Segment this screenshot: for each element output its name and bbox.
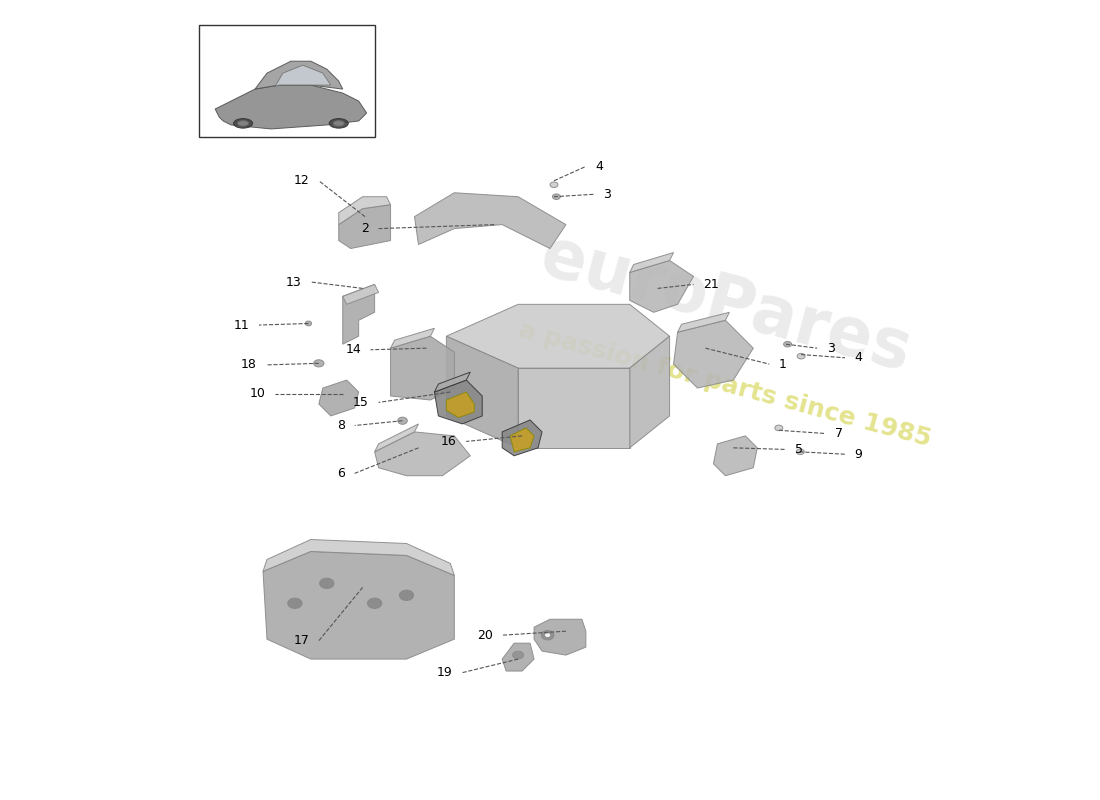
Text: euroPares: euroPares xyxy=(532,223,918,386)
Polygon shape xyxy=(629,261,693,312)
Text: 6: 6 xyxy=(338,467,345,480)
Polygon shape xyxy=(678,312,729,332)
Ellipse shape xyxy=(367,598,382,609)
Ellipse shape xyxy=(329,118,349,128)
Text: 4: 4 xyxy=(595,160,603,173)
Text: 9: 9 xyxy=(855,448,862,461)
Polygon shape xyxy=(535,619,586,655)
Text: 15: 15 xyxy=(353,396,369,409)
Polygon shape xyxy=(447,392,474,418)
Ellipse shape xyxy=(796,449,804,454)
Ellipse shape xyxy=(513,651,524,659)
Polygon shape xyxy=(343,285,378,304)
Polygon shape xyxy=(275,65,331,86)
Polygon shape xyxy=(339,205,390,249)
Polygon shape xyxy=(263,551,454,659)
Ellipse shape xyxy=(238,121,249,126)
Polygon shape xyxy=(503,420,542,456)
Polygon shape xyxy=(216,85,366,129)
Polygon shape xyxy=(375,424,418,452)
Ellipse shape xyxy=(314,360,324,367)
Ellipse shape xyxy=(288,598,302,609)
Ellipse shape xyxy=(774,425,783,430)
Text: 10: 10 xyxy=(250,387,265,400)
Text: 19: 19 xyxy=(437,666,453,679)
Polygon shape xyxy=(263,539,454,575)
Ellipse shape xyxy=(550,182,558,187)
Polygon shape xyxy=(503,643,535,671)
Text: 20: 20 xyxy=(476,629,493,642)
Polygon shape xyxy=(518,368,629,448)
Ellipse shape xyxy=(552,194,560,199)
Polygon shape xyxy=(390,328,435,348)
Text: 7: 7 xyxy=(835,427,843,440)
Text: 12: 12 xyxy=(294,174,309,187)
Polygon shape xyxy=(390,336,454,400)
Text: 18: 18 xyxy=(241,358,256,371)
Ellipse shape xyxy=(541,630,554,640)
Polygon shape xyxy=(434,372,471,392)
Ellipse shape xyxy=(233,118,253,128)
Polygon shape xyxy=(510,428,535,452)
Ellipse shape xyxy=(399,590,414,601)
Polygon shape xyxy=(339,197,390,225)
Polygon shape xyxy=(447,336,518,448)
Text: a passion for parts since 1985: a passion for parts since 1985 xyxy=(517,318,934,450)
Text: 3: 3 xyxy=(604,188,612,201)
Polygon shape xyxy=(375,432,471,476)
Ellipse shape xyxy=(306,321,311,326)
Text: 17: 17 xyxy=(294,634,309,647)
Text: 8: 8 xyxy=(337,419,345,432)
Text: 2: 2 xyxy=(361,222,368,235)
Text: 16: 16 xyxy=(441,435,456,448)
Text: 4: 4 xyxy=(855,351,862,364)
Polygon shape xyxy=(629,336,670,448)
Polygon shape xyxy=(434,380,482,424)
Ellipse shape xyxy=(783,342,792,347)
Text: 5: 5 xyxy=(794,443,803,456)
Text: 1: 1 xyxy=(779,358,786,370)
Polygon shape xyxy=(255,61,343,89)
Text: 14: 14 xyxy=(345,343,361,356)
Text: 13: 13 xyxy=(286,275,301,289)
Ellipse shape xyxy=(544,633,551,638)
Polygon shape xyxy=(714,436,757,476)
Polygon shape xyxy=(673,320,754,388)
Ellipse shape xyxy=(798,354,805,359)
Ellipse shape xyxy=(398,417,407,424)
Text: 11: 11 xyxy=(233,318,250,331)
Text: 21: 21 xyxy=(703,278,718,291)
Ellipse shape xyxy=(320,578,334,589)
Polygon shape xyxy=(319,380,359,416)
Text: 3: 3 xyxy=(826,342,835,354)
Ellipse shape xyxy=(333,121,344,126)
Polygon shape xyxy=(343,285,375,344)
Polygon shape xyxy=(447,304,670,368)
Polygon shape xyxy=(415,193,565,249)
Bar xyxy=(199,26,375,137)
Polygon shape xyxy=(629,253,673,273)
